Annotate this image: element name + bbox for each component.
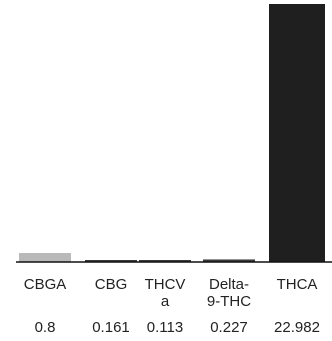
category-label: CBGA xyxy=(24,276,67,293)
value-label: 0.161 xyxy=(92,319,130,336)
category-label: THCA xyxy=(277,276,318,293)
bar-thca xyxy=(269,4,325,262)
bar-cbg xyxy=(85,260,137,262)
category-label: THCV a xyxy=(145,276,186,310)
value-labels: 0.8 0.161 0.113 0.227 22.982 xyxy=(35,319,320,336)
value-label: 0.8 xyxy=(35,319,56,336)
bar-thcv-a xyxy=(139,260,191,262)
category-label: CBG xyxy=(95,276,128,293)
bar-cbga xyxy=(19,253,71,262)
category-labels: CBGA CBG THCV a Delta-9-THC THCA xyxy=(24,276,318,310)
value-label: 0.113 xyxy=(147,319,183,336)
value-label: 0.227 xyxy=(210,319,248,336)
bars-group xyxy=(19,4,325,262)
value-label: 22.982 xyxy=(274,319,320,336)
bar-delta-9-thc xyxy=(203,259,255,262)
category-label: Delta-9-THC xyxy=(207,276,251,310)
